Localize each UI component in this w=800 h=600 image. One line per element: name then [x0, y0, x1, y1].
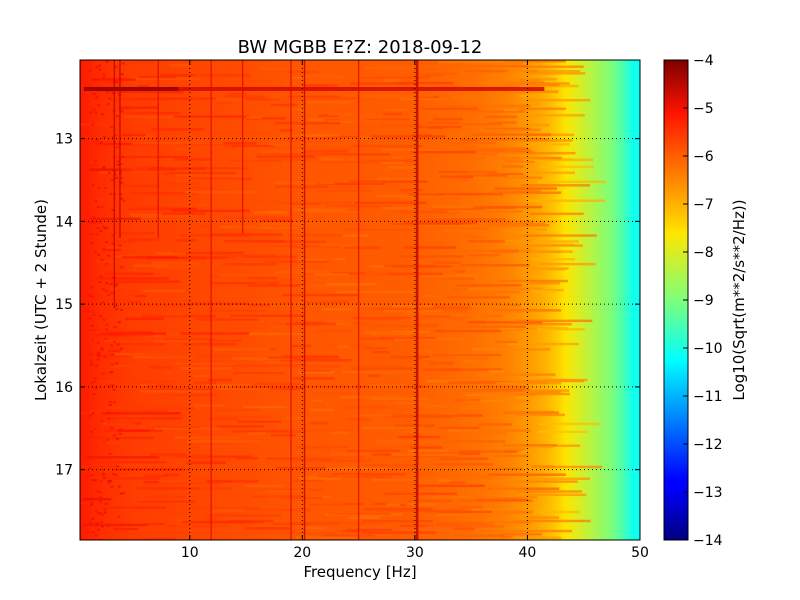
x-axis-ticks: 10 20 30 40 50	[181, 60, 649, 561]
colorbar-tick-label: −5	[693, 101, 714, 117]
y-tick-label: 15	[55, 297, 73, 313]
y-tick-label: 13	[55, 132, 73, 148]
colorbar-tick-label: −4	[693, 53, 714, 69]
x-tick-label: 10	[181, 545, 199, 561]
colorbar-tick-label: −7	[693, 197, 714, 213]
x-axis-label: Frequency [Hz]	[303, 563, 416, 581]
spectrogram-heatmap	[80, 60, 640, 540]
plot-frame	[79, 59, 641, 541]
y-tick-label: 17	[55, 463, 73, 479]
colorbar-tick-label: −8	[693, 245, 714, 261]
colorbar-tick-label: −6	[693, 149, 714, 165]
colorbar-tick-label: −10	[693, 341, 723, 357]
colorbar-tick-label: −14	[693, 533, 723, 549]
y-axis-ticks: 13 14 15 16 17	[55, 132, 640, 479]
colorbar-tick-label: −11	[693, 389, 723, 405]
x-tick-label: 20	[293, 545, 311, 561]
broadband-event-core	[83, 86, 179, 91]
colorbar-ticks: −4 −5 −6 −7 −8 −9 −10 −11 −12 −13 −14	[683, 53, 723, 549]
colorbar-tick-label: −13	[693, 485, 723, 501]
low-frequency-band	[88, 60, 126, 540]
colorbar-tick-label: −9	[693, 293, 714, 309]
broadband-event	[83, 86, 545, 91]
y-axis-label: Lokalzeit (UTC + 2 Stunde)	[32, 199, 50, 401]
y-tick-label: 14	[55, 214, 73, 230]
grid-lines	[80, 60, 640, 540]
x-tick-label: 50	[631, 545, 649, 561]
x-tick-label: 30	[406, 545, 424, 561]
chart-title: BW MGBB E?Z: 2018-09-12	[238, 37, 483, 58]
y-tick-label: 16	[55, 380, 73, 396]
colorbar-tick-label: −12	[693, 437, 723, 453]
colorbar-label: Log10(Sqrt(m**2/s**2/Hz))	[730, 199, 748, 400]
x-tick-label: 40	[519, 545, 537, 561]
